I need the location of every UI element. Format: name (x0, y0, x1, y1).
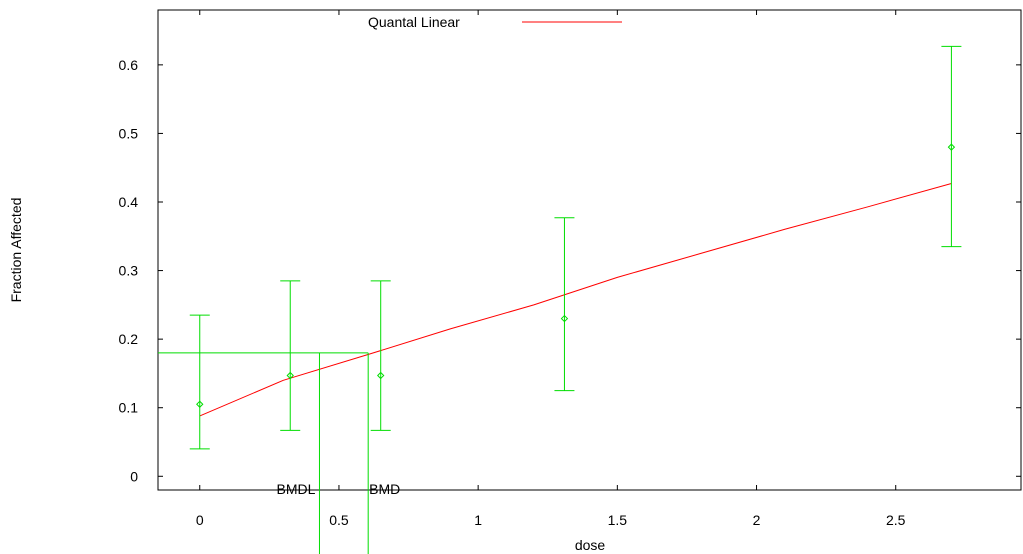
y-tick-label: 0.6 (119, 57, 139, 73)
y-tick-label: 0.1 (119, 400, 139, 416)
x-tick-label: 0.5 (329, 512, 349, 528)
x-tick-label: 2.5 (886, 512, 906, 528)
data-point (560, 314, 569, 323)
legend: Quantal Linear (368, 14, 622, 30)
x-tick-label: 1.5 (608, 512, 628, 528)
model-curve (199, 183, 952, 417)
y-axis-label: Fraction Affected (8, 198, 24, 303)
x-tick-label: 0 (196, 512, 204, 528)
bmd-label: BMD (369, 481, 400, 497)
plot-area: BMDL BMD (158, 45, 962, 554)
plot-frame (157, 9, 1022, 491)
x-tick-label: 2 (753, 512, 761, 528)
x-tick-labels: 0 0.5 1 1.5 2 2.5 (196, 512, 906, 528)
y-tick-labels: 0 0.1 0.2 0.3 0.4 0.5 0.6 (119, 57, 139, 484)
data-point (377, 371, 385, 380)
y-tick-label: 0.5 (119, 125, 139, 141)
x-axis-label: dose (575, 537, 606, 553)
y-tick-label: 0 (130, 468, 138, 484)
y-tick-label: 0.3 (119, 263, 139, 279)
legend-label: Quantal Linear (368, 14, 460, 30)
y-tick-label: 0.2 (119, 331, 139, 347)
data-point (947, 143, 956, 151)
data-point (286, 371, 294, 380)
data-point (196, 400, 204, 408)
bmdl-label: BMDL (277, 481, 316, 497)
x-tick-label: 1 (474, 512, 482, 528)
y-tick-label: 0.4 (119, 194, 139, 210)
axis-ticks (158, 10, 1021, 490)
